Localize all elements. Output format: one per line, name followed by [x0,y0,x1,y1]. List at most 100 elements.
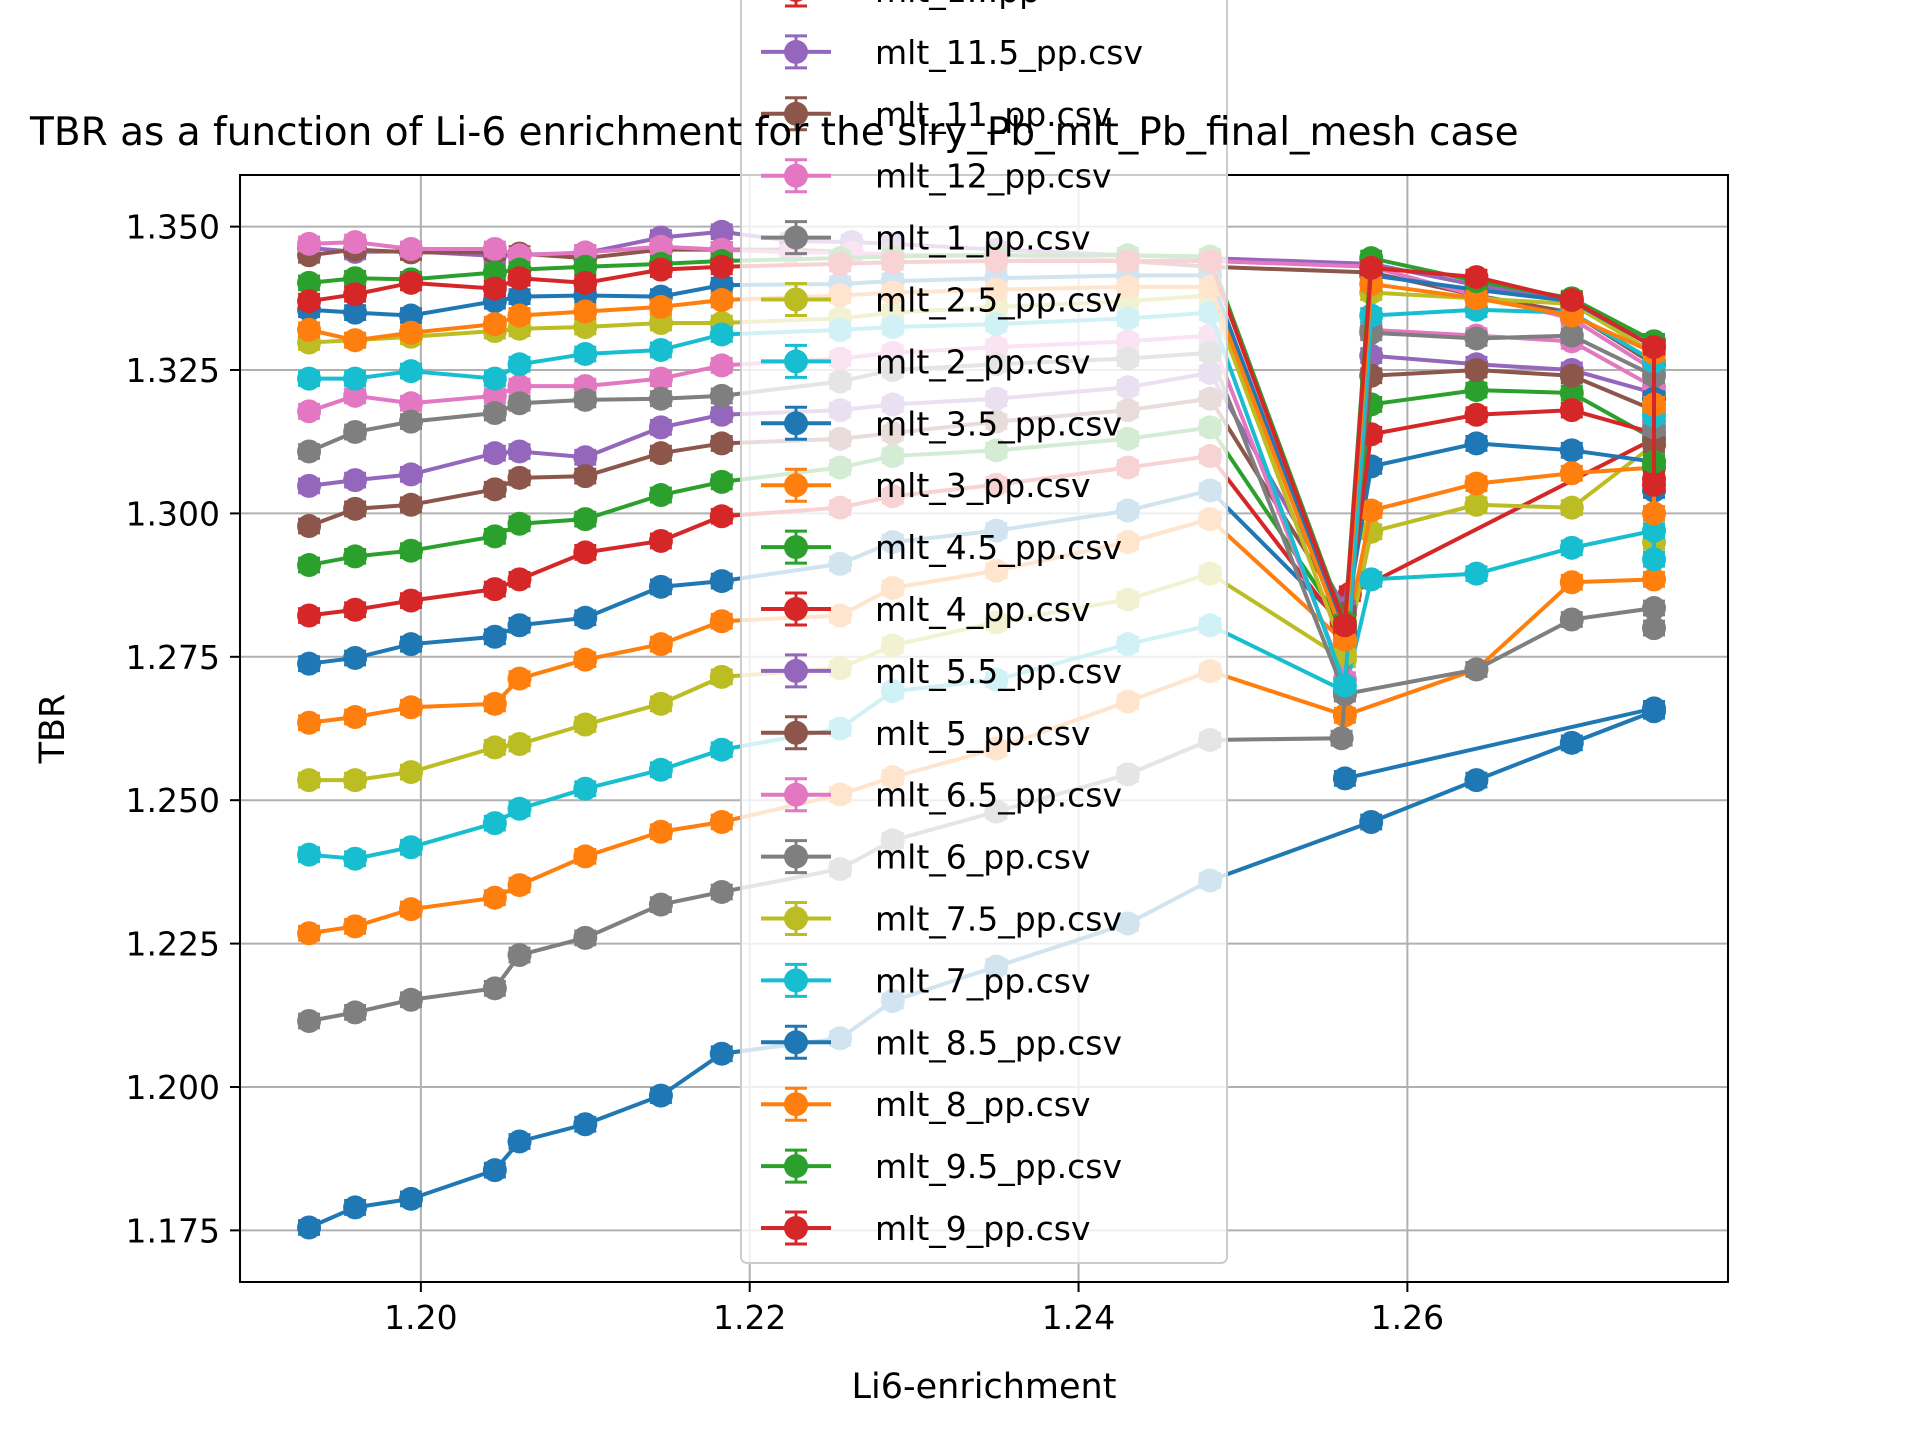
legend-entry: mlt_2.5_pp.csv [761,281,1122,320]
data-point [297,270,322,295]
legend-label: mlt_6_pp.csv [875,838,1091,877]
data-point [573,844,598,869]
data-point [297,842,322,867]
data-point [648,892,673,917]
data-point [709,353,734,378]
data-point [648,366,673,391]
legend-label: mlt_1...pp [875,0,1040,10]
data-point [648,257,673,282]
data-point [507,374,532,399]
data-point [1464,492,1489,517]
data-point [482,691,507,716]
data-point [398,320,423,345]
data-point [297,603,322,628]
y-axis-label: TBR [33,694,73,765]
data-point [1642,547,1667,572]
x-tick-label: 1.24 [1042,1298,1115,1337]
data-point [297,439,322,464]
data-point [297,553,322,578]
data-point [507,266,532,291]
legend-label: mlt_9.5_pp.csv [875,1147,1122,1186]
data-point [507,613,532,638]
data-point [343,468,368,493]
legend-swatch-marker [784,39,808,64]
data-point [648,574,673,599]
data-point [1559,380,1584,405]
legend-swatch-marker [784,844,808,869]
x-tick-label: 1.20 [384,1298,457,1337]
legend-swatch-marker [784,163,808,188]
legend-swatch-marker [784,1030,808,1055]
data-point [398,409,423,434]
data-point [482,524,507,549]
data-point [507,796,532,821]
data-point [482,735,507,760]
series-line [1339,437,1655,623]
data-point [297,473,322,498]
data-point [343,544,368,569]
data-point [482,477,507,502]
y-tick-label: 1.200 [126,1068,220,1107]
data-point [648,691,673,716]
data-point [1642,518,1667,543]
data-point [1464,431,1489,456]
data-point [343,645,368,670]
legend-swatch-marker [784,1092,808,1117]
data-point [573,647,598,672]
data-point [1559,607,1584,632]
data-point [507,303,532,328]
data-point [343,366,368,391]
legend-entry: mlt_8_pp.csv [761,1085,1091,1124]
legend-entry: mlt_1_pp.csv [761,219,1091,258]
data-point [297,710,322,735]
legend-label: mlt_7.5_pp.csv [875,900,1122,939]
data-point [648,483,673,508]
legend-label: mlt_4.5_pp.csv [875,528,1122,567]
data-point [1464,286,1489,311]
legend-entry: mlt_5.5_pp.csv [761,652,1122,691]
legend-swatch-marker [784,597,808,621]
data-point [573,507,598,532]
data-point [343,768,368,793]
legend-entry: mlt_6.5_pp.csv [761,776,1122,815]
data-point [648,757,673,782]
data-point [398,588,423,613]
legend-swatch-marker [784,349,808,374]
data-point [507,511,532,536]
data-point [343,282,368,307]
legend-swatch-marker [784,225,808,250]
legend-swatch-marker [784,720,808,745]
data-point [1464,358,1489,383]
series-unlabeled [1332,696,1667,791]
data-point [573,341,598,366]
data-point [1559,323,1584,348]
data-point [507,352,532,377]
legend-label: mlt_6.5_pp.csv [875,776,1122,815]
data-point [297,289,322,314]
legend-entry: mlt_2_pp.csv [761,342,1091,381]
legend-label: mlt_11_pp.csv [875,95,1112,134]
legend-label: mlt_7_pp.csv [875,961,1091,1000]
data-point [398,303,423,328]
data-point [709,322,734,347]
legend-swatch-marker [784,968,808,993]
data-point [297,1009,322,1034]
y-tick-label: 1.350 [126,208,220,247]
legend-label: mlt_8_pp.csv [875,1085,1091,1124]
data-point [297,366,322,391]
data-point [709,809,734,834]
data-point [648,632,673,657]
legend-entry: mlt_5_pp.csv [761,714,1091,753]
data-point [1359,567,1384,592]
data-point [1642,567,1667,592]
x-tick-label: 1.22 [713,1298,786,1337]
data-point [1559,398,1584,423]
legend-entry: mlt_4_pp.csv [761,590,1091,629]
data-point [297,317,322,342]
data-point [482,441,507,466]
legend-swatch-marker [784,1154,808,1179]
legend-entry: mlt_3_pp.csv [761,466,1091,505]
data-point [482,624,507,649]
data-point [398,695,423,720]
data-point [398,492,423,517]
